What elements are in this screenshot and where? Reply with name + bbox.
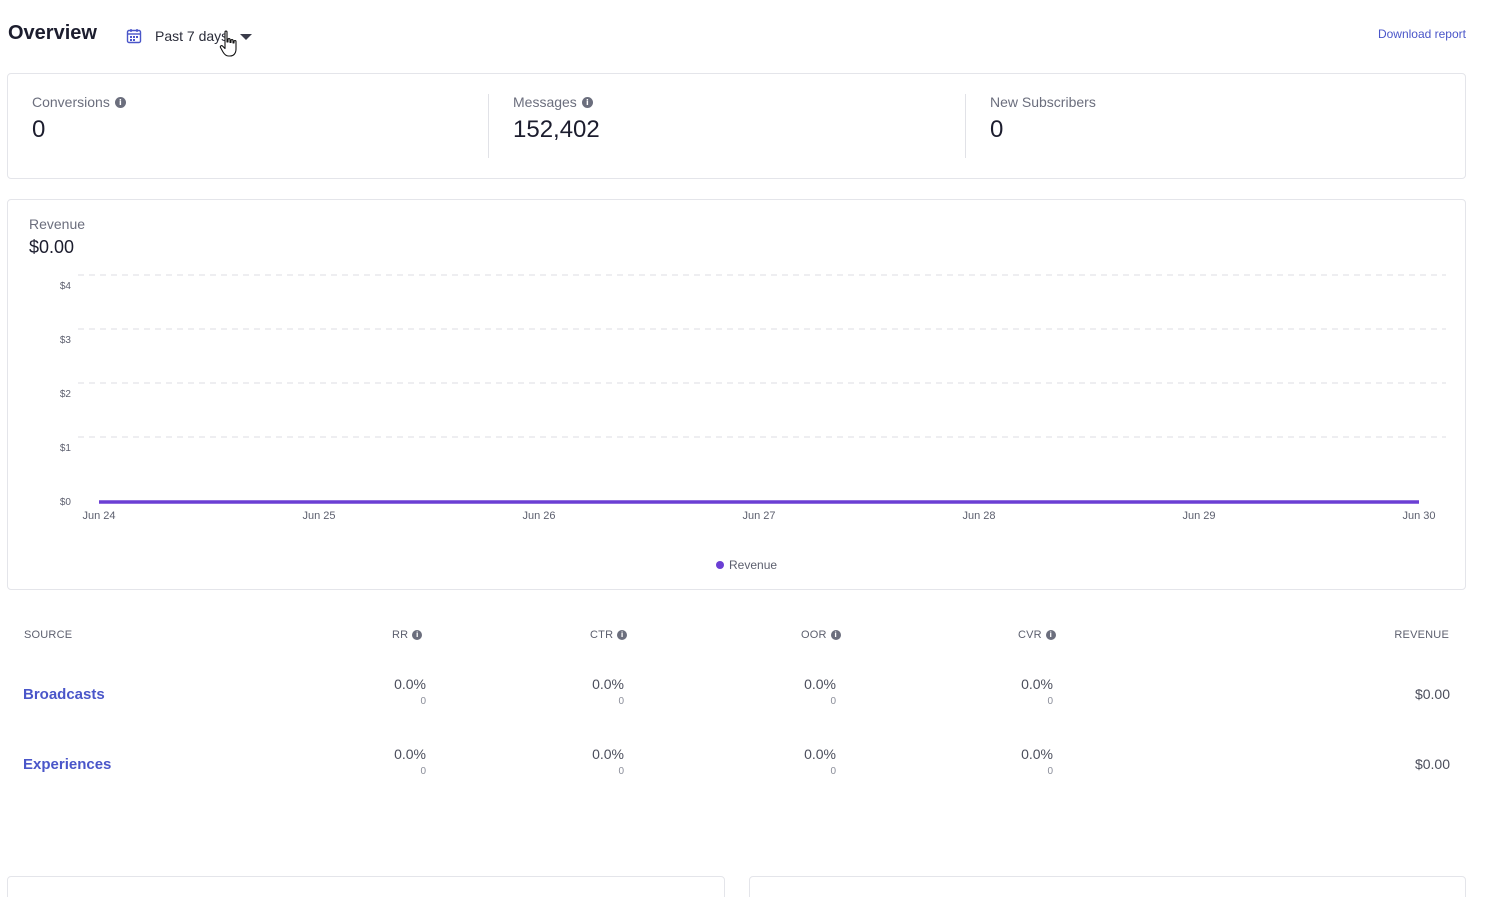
metric-oor: 0.0% 0: [804, 676, 836, 707]
x-tick-label: Jun 28: [962, 510, 995, 522]
col-header-label: SOURCE: [24, 629, 73, 641]
metric-ctr: 0.0% 0: [592, 676, 624, 707]
y-tick-label: $2: [60, 389, 72, 400]
col-header-label: CVR: [1018, 629, 1042, 641]
stat-value: 0: [990, 116, 1004, 143]
metric-ctr: 0.0% 0: [592, 746, 624, 777]
stats-card: Conversions i 0 Messages i 152,402 New S…: [7, 73, 1466, 179]
download-report-link[interactable]: Download report: [1377, 27, 1466, 41]
col-header-cvr: CVR i: [1018, 629, 1056, 641]
bottom-card-right: [749, 876, 1466, 897]
info-icon[interactable]: i: [581, 96, 593, 108]
col-header-label: RR: [392, 629, 409, 641]
info-icon[interactable]: i: [1045, 630, 1056, 640]
metric-revenue: $0.00: [1414, 756, 1450, 772]
metric-rr: 0.0% 0: [394, 676, 426, 707]
stat-label: New Subscribers: [990, 94, 1096, 110]
chart-title: Revenue: [29, 216, 86, 232]
metric-pct: 0.0%: [394, 746, 426, 762]
legend-dot: [716, 561, 724, 569]
chevron-down-icon: [240, 34, 253, 40]
info-icon[interactable]: i: [617, 630, 628, 640]
metric-pct: 0.0%: [1021, 746, 1053, 762]
metric-pct: 0.0%: [394, 676, 426, 692]
y-tick-label: $3: [60, 335, 72, 346]
x-tick-label: Jun 26: [522, 510, 555, 522]
metric-count: 0: [1047, 696, 1053, 707]
col-header-label: REVENUE: [1394, 629, 1449, 641]
col-header-ctr: CTR i: [590, 629, 628, 641]
col-header-rr: RR i: [392, 629, 423, 641]
revenue-total: $0.00: [29, 237, 75, 257]
metric-count: 0: [618, 696, 624, 707]
header: Overview Past 7 days Download report: [0, 0, 1487, 70]
metric-oor: 0.0% 0: [804, 746, 836, 777]
revenue-chart: $0 $1 $2 $3 $4 Jun 24 Jun 25 Jun 26 Jun 27 Jun 28…: [60, 274, 1446, 522]
source-link-experiences[interactable]: Experiences: [23, 756, 112, 773]
x-tick-label: Jun 29: [1182, 510, 1215, 522]
info-icon[interactable]: i: [830, 630, 841, 640]
col-header-label: OOR: [801, 629, 827, 641]
legend-label: Revenue: [729, 558, 778, 572]
date-range-label: Past 7 days: [155, 28, 229, 44]
metric-pct: 0.0%: [804, 676, 836, 692]
metric-cvr: 0.0% 0: [1021, 676, 1053, 707]
y-tick-label: $4: [60, 281, 72, 292]
x-tick-label: Jun 24: [82, 510, 115, 522]
metric-pct: 0.0%: [804, 746, 836, 762]
metric-pct: 0.0%: [1021, 676, 1053, 692]
info-icon[interactable]: i: [114, 96, 126, 108]
metric-count: 0: [420, 766, 426, 777]
metric-pct: 0.0%: [592, 746, 624, 762]
metric-count: 0: [830, 766, 836, 777]
stat-value: 0: [32, 116, 46, 143]
revenue-chart-card: Revenue $0.00 $0 $1 $2 $3 $4 Jun 24 Jun 25 Jun …: [7, 199, 1466, 590]
metric-count: 0: [830, 696, 836, 707]
metric-revenue: $0.00: [1414, 686, 1450, 702]
chart-legend[interactable]: Revenue: [716, 558, 777, 572]
col-header-oor: OOR i: [801, 629, 841, 641]
date-range-picker[interactable]: Past 7 days: [126, 24, 253, 48]
bottom-card-left: [7, 876, 725, 897]
col-header-source: SOURCE: [24, 629, 72, 641]
stat-messages: Messages i 152,402: [513, 94, 600, 144]
x-tick-label: Jun 30: [1402, 510, 1435, 522]
page-title: Overview: [8, 22, 97, 44]
metric-pct: 0.0%: [592, 676, 624, 692]
stat-conversions: Conversions i 0: [32, 94, 126, 144]
metric-rr: 0.0% 0: [394, 746, 426, 777]
stat-divider: [965, 94, 966, 158]
table-row: Broadcasts 0.0% 0 0.0% 0 0.0% 0 0.0% 0 $…: [7, 660, 1466, 730]
metric-count: 0: [420, 696, 426, 707]
col-header-label: CTR: [590, 629, 614, 641]
y-tick-label: $0: [60, 497, 72, 508]
y-tick-label: $1: [60, 443, 72, 454]
x-tick-label: Jun 27: [742, 510, 775, 522]
calendar-icon: [126, 29, 142, 44]
source-link-broadcasts[interactable]: Broadcasts: [23, 686, 105, 703]
stat-value: 152,402: [513, 116, 600, 143]
metric-count: 0: [618, 766, 624, 777]
col-header-revenue: REVENUE: [1394, 629, 1449, 641]
stat-new-subscribers: New Subscribers 0: [990, 94, 1096, 144]
metric-count: 0: [1047, 766, 1053, 777]
x-tick-label: Jun 25: [302, 510, 335, 522]
stat-label: Conversions: [32, 94, 110, 110]
table-row: Experiences 0.0% 0 0.0% 0 0.0% 0 0.0% 0 …: [7, 730, 1466, 800]
stat-divider: [488, 94, 489, 158]
metric-cvr: 0.0% 0: [1021, 746, 1053, 777]
info-icon[interactable]: i: [412, 630, 423, 640]
stat-label: Messages: [513, 94, 577, 110]
